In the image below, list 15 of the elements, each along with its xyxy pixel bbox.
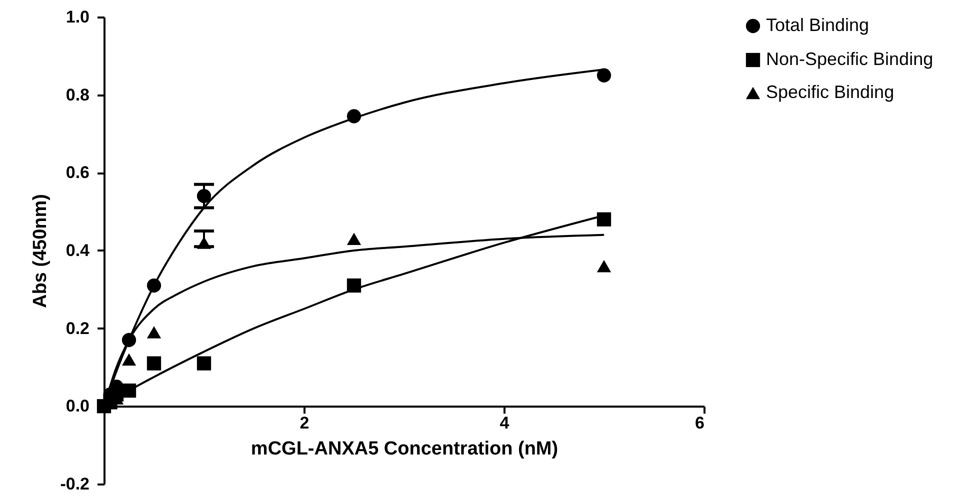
- legend-label: Non-Specific Binding: [766, 49, 934, 69]
- legend-label: Specific Binding: [766, 82, 894, 102]
- y-axis-title: Abs (450nm): [30, 194, 52, 308]
- legend-label: Total Binding: [766, 15, 870, 35]
- y-tick-label: 0.2: [66, 318, 90, 338]
- x-tick-label: 2: [300, 414, 310, 433]
- x-axis-title: mCGL-ANXA5 Concentration (nM): [250, 438, 558, 460]
- y-tick-label: 0.0: [66, 396, 90, 416]
- x-tick-label: 6: [695, 414, 704, 433]
- y-tick-label: 0.4: [66, 241, 90, 260]
- y-tick-label: 1.0: [66, 8, 90, 26]
- y-tick-label: 0.8: [66, 85, 90, 104]
- y-tick-label: 0.6: [66, 163, 90, 182]
- x-tick-label: 4: [500, 414, 510, 433]
- y-tick-label: -0.2: [60, 474, 90, 494]
